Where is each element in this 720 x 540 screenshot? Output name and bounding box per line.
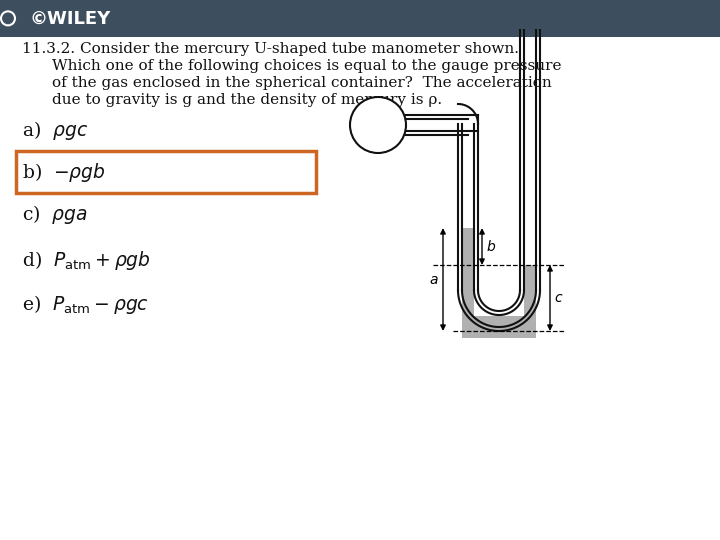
- Text: e)  $P_{\rm atm} - \rho gc$: e) $P_{\rm atm} - \rho gc$: [22, 294, 149, 316]
- Text: b)  $-\rho gb$: b) $-\rho gb$: [22, 160, 106, 184]
- Text: $c$: $c$: [554, 291, 564, 305]
- Text: d)  $P_{\rm atm} + \rho gb$: d) $P_{\rm atm} + \rho gb$: [22, 248, 151, 272]
- FancyBboxPatch shape: [16, 151, 316, 193]
- Circle shape: [350, 97, 406, 153]
- Bar: [524, 265, 536, 318]
- Text: 11.3.2. Consider the mercury U-shaped tube manometer shown.: 11.3.2. Consider the mercury U-shaped tu…: [22, 42, 519, 56]
- Bar: [462, 228, 474, 318]
- Text: c)  $\rho ga$: c) $\rho ga$: [22, 204, 88, 226]
- Text: $b$: $b$: [486, 239, 496, 254]
- Text: $a$: $a$: [429, 273, 439, 287]
- Text: Which one of the following choices is equal to the gauge pressure: Which one of the following choices is eq…: [52, 59, 562, 73]
- Bar: [0, 0, 720, 37]
- Text: ©WILEY: ©WILEY: [30, 9, 112, 28]
- Text: of the gas enclosed in the spherical container?  The acceleration: of the gas enclosed in the spherical con…: [52, 76, 552, 90]
- Text: due to gravity is g and the density of mercury is ρ.: due to gravity is g and the density of m…: [52, 93, 442, 107]
- Bar: [462, 316, 536, 338]
- Text: a)  $\rho gc$: a) $\rho gc$: [22, 118, 89, 141]
